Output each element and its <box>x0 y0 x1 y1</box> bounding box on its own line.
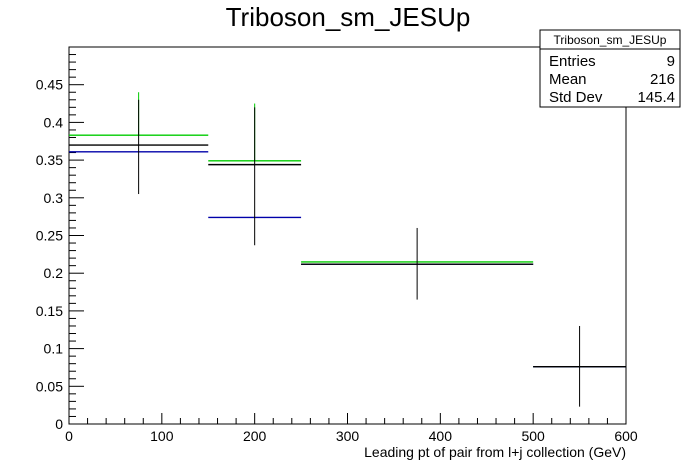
stats-box-title: Triboson_sm_JESUp <box>554 33 667 47</box>
y-tick-label: 0.4 <box>44 114 64 130</box>
y-tick-label: 0.3 <box>44 190 64 206</box>
x-tick-label: 500 <box>521 428 545 444</box>
axis-ticks: 0 100 200 300 400 500 600 0 0.05 0.1 0.15 0.2 0.25 0.… <box>36 54 638 444</box>
x-tick-label: 0 <box>65 428 73 444</box>
series-2 <box>69 99 626 407</box>
stats-stddev-value: 145.4 <box>637 89 675 106</box>
y-tick-label: 0.25 <box>36 228 63 244</box>
y-tick-label: 0.05 <box>36 378 63 394</box>
y-tick-label: 0.1 <box>44 341 64 357</box>
stats-box: Triboson_sm_JESUp Entries 9 Mean 216 Std… <box>539 29 681 108</box>
x-tick-label: 300 <box>336 428 360 444</box>
plot-title: Triboson_sm_JESUp <box>226 2 471 32</box>
stats-box-frame <box>539 29 681 108</box>
data-series <box>69 92 626 407</box>
series-1 <box>69 151 626 368</box>
stats-mean-label: Mean <box>549 71 587 88</box>
y-tick-label: 0.2 <box>44 265 64 281</box>
y-tick-label: 0 <box>55 416 63 432</box>
stats-mean-value: 216 <box>650 71 675 88</box>
stats-entries-label: Entries <box>549 53 596 70</box>
series-0 <box>69 92 626 368</box>
x-tick-label: 100 <box>150 428 174 444</box>
y-tick-label: 0.15 <box>36 303 63 319</box>
y-tick-label: 0.45 <box>36 77 63 93</box>
x-axis-title: Leading pt of pair from l+j collection (… <box>364 444 626 460</box>
x-tick-label: 600 <box>614 428 638 444</box>
stats-entries-value: 9 <box>667 53 675 70</box>
y-tick-label: 0.35 <box>36 152 63 168</box>
x-tick-label: 200 <box>243 428 267 444</box>
stats-stddev-label: Std Dev <box>549 89 603 106</box>
x-tick-label: 400 <box>429 428 453 444</box>
